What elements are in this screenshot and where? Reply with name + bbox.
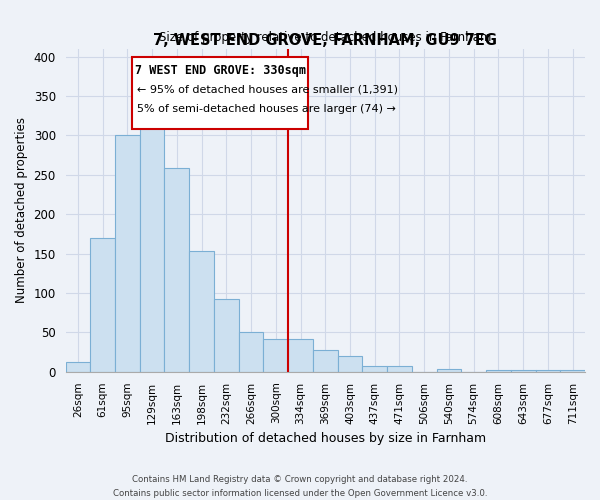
Title: 7, WEST END GROVE, FARNHAM, GU9 7EG: 7, WEST END GROVE, FARNHAM, GU9 7EG xyxy=(153,32,497,48)
FancyBboxPatch shape xyxy=(133,56,308,129)
Bar xyxy=(536,370,560,372)
Bar xyxy=(65,362,90,372)
Bar xyxy=(164,168,189,372)
X-axis label: Distribution of detached houses by size in Farnham: Distribution of detached houses by size … xyxy=(165,432,486,445)
Text: 7 WEST END GROVE: 330sqm: 7 WEST END GROVE: 330sqm xyxy=(134,64,305,76)
Bar xyxy=(313,350,338,372)
Bar xyxy=(437,368,461,372)
Bar xyxy=(511,370,536,372)
Text: Contains HM Land Registry data © Crown copyright and database right 2024.
Contai: Contains HM Land Registry data © Crown c… xyxy=(113,476,487,498)
Bar xyxy=(263,338,288,372)
Bar xyxy=(189,252,214,372)
Y-axis label: Number of detached properties: Number of detached properties xyxy=(15,118,28,304)
Bar xyxy=(288,338,313,372)
Bar xyxy=(560,370,585,372)
Bar xyxy=(239,332,263,372)
Bar xyxy=(338,356,362,372)
Text: Size of property relative to detached houses in Farnham: Size of property relative to detached ho… xyxy=(159,31,491,44)
Bar xyxy=(214,300,239,372)
Text: ← 95% of detached houses are smaller (1,391): ← 95% of detached houses are smaller (1,… xyxy=(137,84,398,94)
Bar xyxy=(140,114,164,372)
Text: 5% of semi-detached houses are larger (74) →: 5% of semi-detached houses are larger (7… xyxy=(137,104,396,115)
Bar xyxy=(90,238,115,372)
Bar xyxy=(115,136,140,372)
Bar xyxy=(362,366,387,372)
Bar xyxy=(387,366,412,372)
Bar xyxy=(486,370,511,372)
